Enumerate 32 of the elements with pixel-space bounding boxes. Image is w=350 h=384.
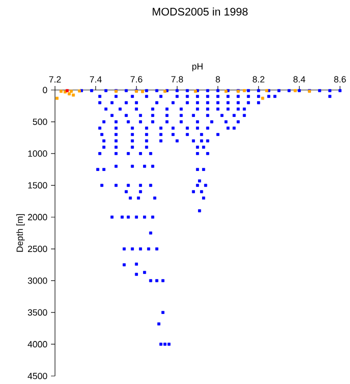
y-tick-label: 1500: [28, 182, 48, 189]
x-axis-title: pH: [192, 63, 203, 72]
point: [56, 96, 59, 100]
x-tick-label: 7.8: [171, 76, 183, 82]
x-tick-label: 7.2: [49, 76, 61, 82]
y-tick-label: 3000: [28, 277, 48, 284]
point: [70, 90, 73, 93]
x-tick-label: 8.4: [293, 76, 306, 82]
x-tick-label: 8: [216, 76, 220, 82]
x-tick-label: 7.4: [90, 76, 102, 82]
y-tick-label: 3500: [28, 309, 48, 316]
x-tick-label: 8.6: [334, 76, 346, 82]
y-tick-label: 1000: [28, 150, 48, 157]
y-tick-label: 2500: [28, 246, 48, 252]
point: [60, 90, 63, 93]
point: [242, 89, 246, 92]
y-tick-label: 4000: [28, 341, 48, 348]
y-tick-label: 4500: [28, 372, 48, 380]
chart-title: MODS2005 in 1998: [152, 8, 248, 16]
y-tick-label: 0: [42, 86, 48, 94]
y-tick-label: 2000: [28, 214, 48, 220]
x-tick-label: 7.6: [130, 76, 142, 82]
y-axis-title: Depth [m]: [16, 214, 25, 252]
point: [68, 92, 71, 96]
point: [294, 89, 297, 92]
point: [72, 94, 75, 97]
y-tick-label: 500: [32, 118, 48, 125]
point: [194, 90, 197, 93]
x-tick-label: 8.2: [252, 76, 264, 82]
point: [261, 96, 264, 100]
point: [224, 90, 228, 93]
point: [141, 90, 144, 94]
